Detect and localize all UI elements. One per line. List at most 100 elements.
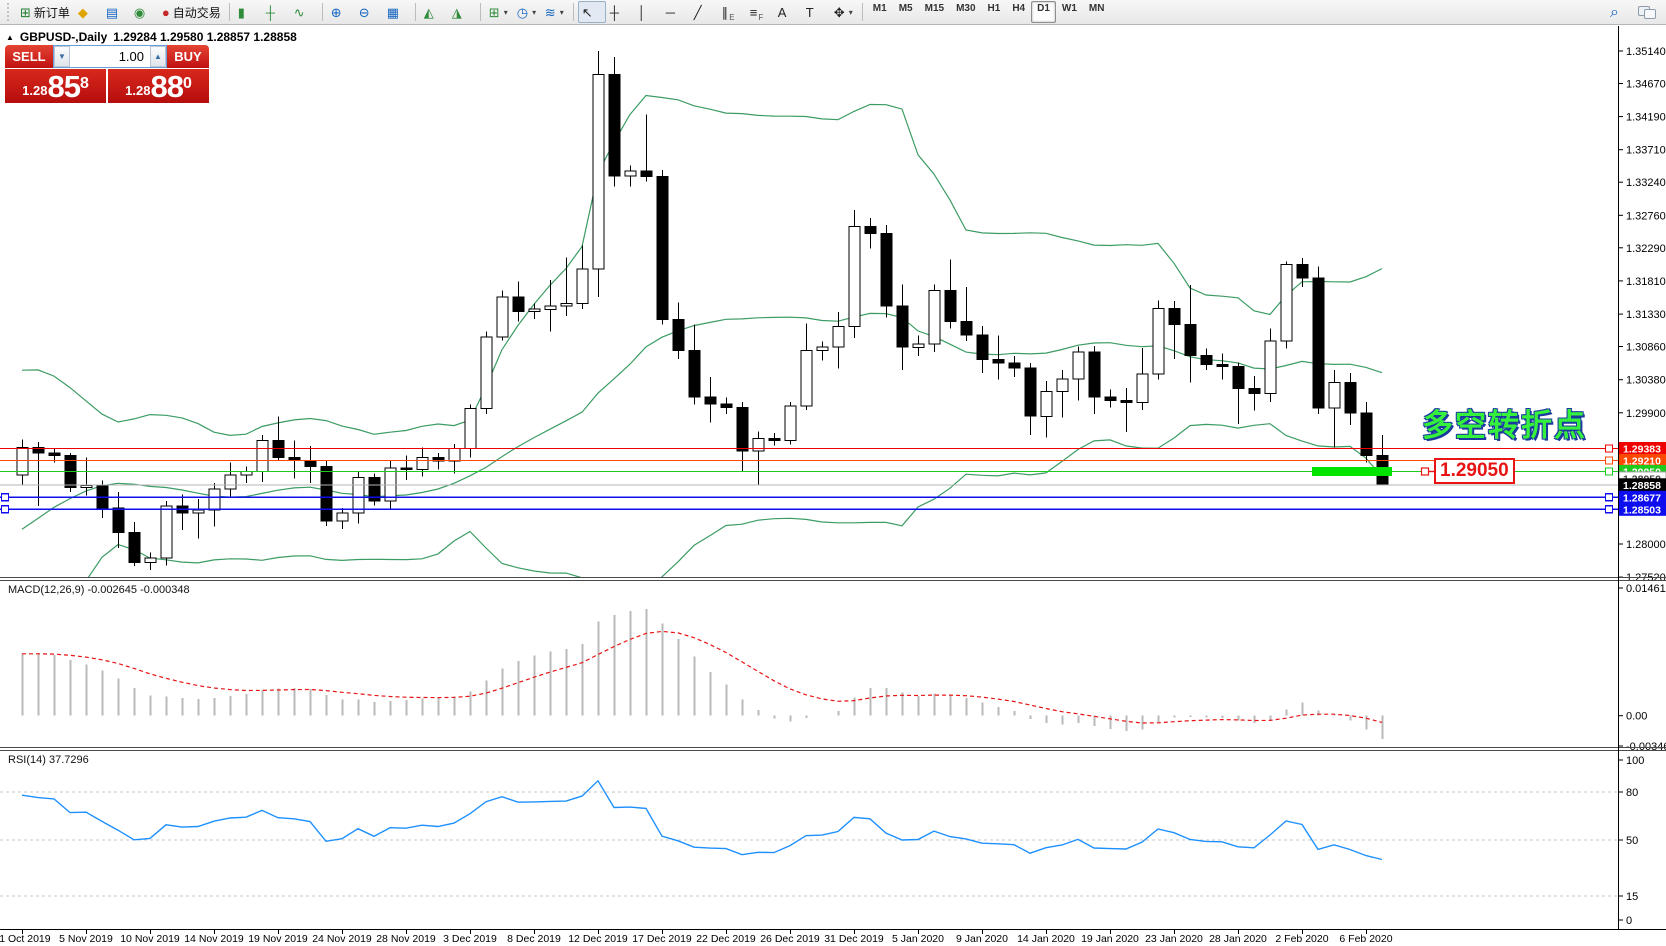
crayon-button[interactable]: ◆ xyxy=(74,1,102,23)
price-axis-tick: 1.29900 xyxy=(1626,408,1666,420)
price-axis[interactable]: 1.35140 1.34670 1.34190 1.33710 1.33240 1.327… xyxy=(1618,46,1666,584)
price-axis-tick: 1.34670 xyxy=(1626,79,1666,91)
bull-bear-turning-point-annotation[interactable]: 多空转折点 xyxy=(1422,408,1587,443)
turning-point-highlight-bar[interactable] xyxy=(1312,467,1392,476)
volume-decrease-button[interactable]: ▼ xyxy=(54,46,70,67)
bar-chart-type-button[interactable]: ▮ xyxy=(234,1,262,23)
sell-price-big: 85 xyxy=(47,69,80,104)
axis-price-label-box xyxy=(1619,502,1666,516)
price-axis-tick: 1.33240 xyxy=(1626,177,1666,189)
text-label-tool-button[interactable]: T xyxy=(802,1,830,23)
arrows-tool-button[interactable]: ✥ ▾ xyxy=(830,1,858,23)
timeframe-button-h1[interactable]: H1 xyxy=(987,3,1001,14)
line-handle-icon[interactable] xyxy=(0,505,10,514)
new-chart-icon: ⊞ xyxy=(488,4,500,20)
dropdown-caret-icon[interactable]: ▾ xyxy=(532,7,537,17)
zoom-out-icon: ⊖ xyxy=(358,4,370,20)
crosshair-tool-button[interactable]: ┼ xyxy=(606,1,634,23)
market-watch-icon: ▤ xyxy=(105,4,119,20)
price-axis-tick: 1.27520 xyxy=(1626,572,1666,584)
signals-button[interactable]: ◉ xyxy=(130,1,158,23)
line-handle-icon[interactable] xyxy=(1604,467,1614,476)
market-watch-button[interactable]: ▤ xyxy=(102,1,130,23)
new-chart-button[interactable]: ⊞ ▾ xyxy=(485,1,513,23)
axis-price-label-box xyxy=(1619,442,1666,455)
profiles-button[interactable]: ◷ ▾ xyxy=(513,1,541,23)
line-handle-icon[interactable] xyxy=(1604,505,1614,514)
timeframe-button-m30[interactable]: M30 xyxy=(956,3,976,14)
time-axis[interactable]: 31 Oct 2019 5 Nov 2019 10 Nov 2019 14 Nov 2… xyxy=(0,929,1393,945)
chart-shift-button[interactable]: ◮ xyxy=(448,1,476,23)
bollinger-upper-band xyxy=(21,94,1383,437)
candlestick-chart-type-button[interactable]: ┼ xyxy=(262,1,290,23)
profiles-icon: ◷ xyxy=(516,4,529,20)
line-handle-icon[interactable] xyxy=(1604,493,1614,502)
time-axis-label: 26 Dec 2019 xyxy=(760,933,820,945)
templates-button[interactable]: ≋ ▾ xyxy=(541,1,569,23)
rsi-axis[interactable]: 100 80 50 15 0 xyxy=(1618,755,1644,927)
text-tool-button[interactable]: A xyxy=(774,1,802,23)
zoom-out-button[interactable]: ⊖ xyxy=(355,1,383,23)
timeframe-button-d1[interactable]: D1 xyxy=(1031,1,1056,23)
time-axis-label: 5 Nov 2019 xyxy=(59,933,113,945)
auto-trading-button[interactable]: ● 自动交易 xyxy=(158,1,225,23)
rsi-panel[interactable] xyxy=(0,779,1618,897)
price-tag-label[interactable]: 1.29050 xyxy=(1434,458,1515,484)
fibonacci-tool-button[interactable]: ≡ F xyxy=(746,1,774,23)
timeframe-button-m15[interactable]: M15 xyxy=(924,3,945,14)
dropdown-caret-icon[interactable]: ▾ xyxy=(848,7,853,17)
toolbar-separator xyxy=(479,3,481,21)
price-tag-anchor-icon[interactable] xyxy=(1420,467,1430,476)
volume-increase-button[interactable]: ▲ xyxy=(150,46,166,67)
search-button[interactable]: ⌕ xyxy=(1606,1,1634,23)
line-chart-type-icon: ∿ xyxy=(293,4,305,20)
volume-input[interactable] xyxy=(70,46,150,67)
vertical-line-tool-button[interactable]: │ xyxy=(634,1,662,23)
collapse-one-click-icon[interactable]: ▲ xyxy=(6,32,14,42)
time-axis-label: 17 Dec 2019 xyxy=(632,933,692,945)
auto-scroll-button[interactable]: ◭ xyxy=(420,1,448,23)
horizontal-line-tool-button[interactable]: ─ xyxy=(662,1,690,23)
macd-axis[interactable]: 0.0146110.00-0.003466 xyxy=(1618,583,1666,753)
line-handle-icon[interactable] xyxy=(1604,456,1614,465)
price-axis-tick: 1.32760 xyxy=(1626,210,1666,222)
horizontal-line-tool-icon: ─ xyxy=(665,4,676,20)
cursor-tool-button[interactable]: ↖ xyxy=(577,1,606,23)
new-order-button[interactable]: ⊞ 新订单 xyxy=(16,1,74,23)
chat-button[interactable] xyxy=(1634,1,1662,23)
macd-panel[interactable] xyxy=(21,609,1384,740)
line-handle-icon[interactable] xyxy=(0,493,10,502)
chart-shift-icon: ◮ xyxy=(451,4,462,20)
axis-price-label-box xyxy=(1619,454,1666,467)
time-axis-label: 3 Dec 2019 xyxy=(443,933,497,945)
trendline-tool-button[interactable]: ╱ xyxy=(690,1,718,23)
timeframe-button-h4[interactable]: H4 xyxy=(1012,3,1026,14)
dropdown-caret-icon[interactable]: ▾ xyxy=(559,7,564,17)
timeframe-button-m5[interactable]: M5 xyxy=(898,3,913,14)
macd-signal-line xyxy=(22,630,1383,724)
timeframe-button-mn[interactable]: MN xyxy=(1088,3,1105,14)
timeframe-button-w1[interactable]: W1 xyxy=(1061,3,1077,14)
buy-price-sup: 0 xyxy=(182,75,192,92)
timeframe-button-m1[interactable]: M1 xyxy=(872,3,887,14)
toolbar-separator xyxy=(321,3,323,21)
templates-icon: ≋ xyxy=(544,4,556,20)
tile-windows-button[interactable]: ▦ xyxy=(383,1,411,23)
buy-price-display[interactable]: 1.28 88 0 xyxy=(108,69,209,103)
sell-price-display[interactable]: 1.28 85 8 xyxy=(5,69,106,103)
sell-button[interactable]: SELL xyxy=(5,45,53,68)
time-axis-label: 14 Jan 2020 xyxy=(1017,933,1075,945)
bollinger-bands xyxy=(21,94,1383,578)
panel-separators[interactable] xyxy=(0,577,1666,751)
buy-button[interactable]: BUY xyxy=(167,45,209,68)
zoom-in-button[interactable]: ⊕ xyxy=(327,1,355,23)
dropdown-caret-icon[interactable]: ▾ xyxy=(503,7,508,17)
line-handle-icon[interactable] xyxy=(1604,444,1614,453)
channel-tool-button[interactable]: ∥ E xyxy=(718,1,746,23)
auto-trading-icon: ● xyxy=(161,4,170,20)
time-axis-label: 14 Nov 2019 xyxy=(184,933,244,945)
symbol-ohlc: 1.29284 1.29580 1.28857 1.28858 xyxy=(113,30,297,44)
cursor-tool-icon: ↖ xyxy=(581,4,593,20)
line-chart-type-button[interactable]: ∿ xyxy=(290,1,318,23)
